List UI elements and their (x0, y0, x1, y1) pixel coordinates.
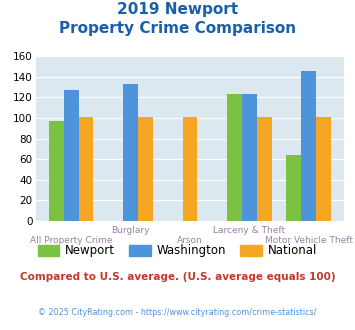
Bar (242, 94, 257, 221)
Bar (286, 155, 301, 221)
Bar (138, 117, 153, 221)
Bar (227, 94, 242, 221)
Bar (182, 117, 197, 221)
Bar (301, 71, 316, 221)
Text: 2019 Newport: 2019 Newport (117, 2, 238, 16)
Bar (316, 117, 331, 221)
Legend: Newport, Washington, National: Newport, Washington, National (33, 240, 322, 262)
Text: Property Crime Comparison: Property Crime Comparison (59, 21, 296, 36)
Text: Motor Vehicle Theft: Motor Vehicle Theft (265, 236, 353, 245)
Text: All Property Crime: All Property Crime (30, 236, 113, 245)
Bar (123, 84, 138, 221)
Bar (78, 117, 93, 221)
Text: Compared to U.S. average. (U.S. average equals 100): Compared to U.S. average. (U.S. average … (20, 272, 335, 282)
Text: Larceny & Theft: Larceny & Theft (213, 226, 285, 235)
Bar (64, 90, 78, 221)
Text: © 2025 CityRating.com - https://www.cityrating.com/crime-statistics/: © 2025 CityRating.com - https://www.city… (38, 308, 317, 316)
Text: Arson: Arson (177, 236, 203, 245)
Text: Burglary: Burglary (111, 226, 150, 235)
Bar (49, 121, 64, 221)
Bar (257, 117, 272, 221)
